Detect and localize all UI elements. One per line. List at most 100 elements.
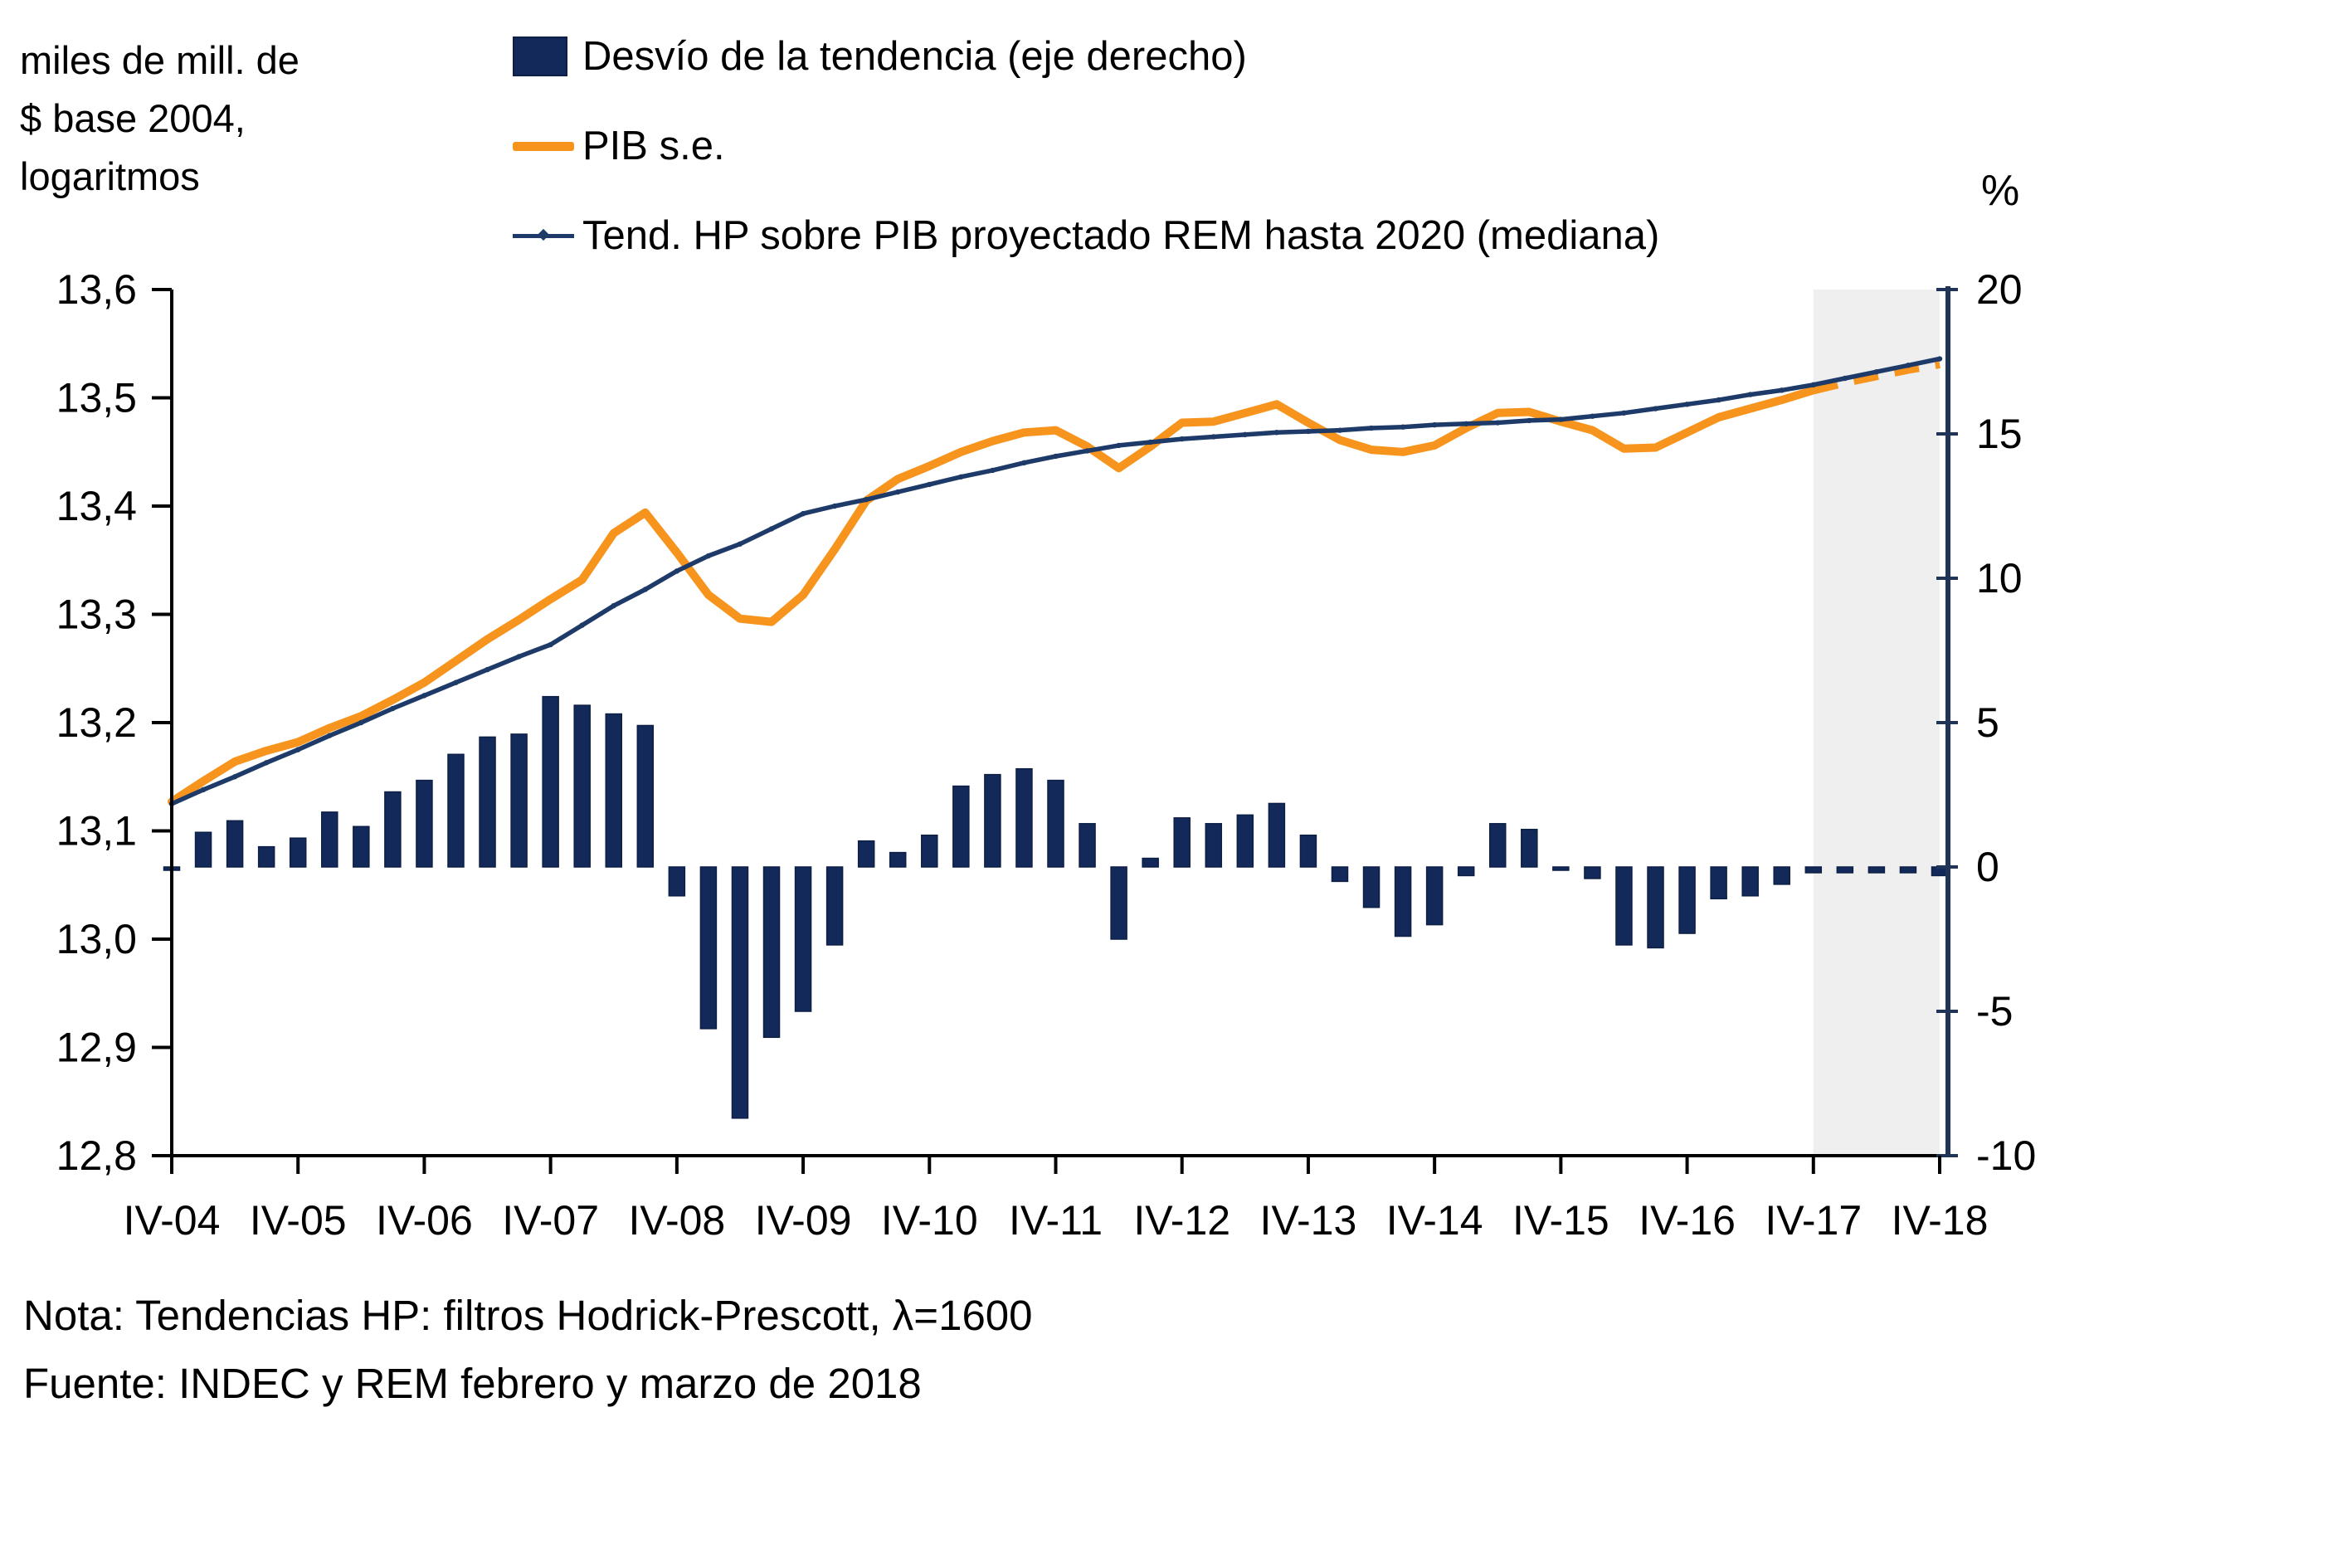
trend-line-marker [1810,382,1816,388]
left-axis-tick-label: 13,3 [56,592,137,638]
trend-line-marker [327,733,333,738]
trend-line-marker [485,666,490,673]
left-axis-title: miles de mill. de $ base 2004, logaritmo… [20,32,299,206]
right-axis-tick-label: -5 [1976,988,2013,1035]
x-axis-tick-label: IV-11 [1009,1197,1103,1244]
right-axis-tick-label: 10 [1976,555,2023,601]
trend-line-marker [1179,436,1185,442]
trend-line-marker [927,481,933,488]
x-axis-tick-label: IV-16 [1639,1197,1736,1244]
deviation-bar [542,695,559,868]
deviation-bar [825,866,844,946]
trend-line-marker [1905,363,1911,368]
deviation-bar [1647,866,1664,949]
deviation-bar [289,837,307,868]
trend-line-marker [295,747,301,752]
legend: Desvío de la tendencia (eje derecho) PIB… [513,33,1659,302]
trend-line-marker [1621,410,1627,416]
trend-line-marker [1747,392,1753,397]
right-axis-tick-label: -10 [1976,1132,2036,1179]
footnotes: Nota: Tendencias HP: filtros Hodrick-Pre… [23,1282,1033,1418]
trend-line-marker [548,641,553,648]
trend-line-marker [990,467,996,474]
deviation-bar [1584,866,1601,879]
trend-line-marker [200,786,207,793]
x-axis-tick-label: IV-09 [755,1197,852,1244]
trend-line-marker [231,774,238,780]
deviation-bar [1521,829,1538,868]
deviation-bar [1236,814,1254,868]
deviation-bar [1552,866,1570,871]
trend-line-marker [1116,442,1122,449]
x-axis-tick-label: IV-05 [250,1197,347,1244]
x-axis-tick-label: IV-17 [1765,1197,1862,1244]
trend-line-marker [1684,402,1690,407]
deviation-bar [984,773,1001,868]
deviation-bar [794,866,812,1012]
deviation-bar [1299,834,1317,868]
trend-line-marker [831,503,838,509]
legend-item-pib: PIB s.e. [513,123,1659,169]
legend-label-trend: Tend. HP sobre PIB proyectado REM hasta … [582,213,1660,258]
trend-line-swatch-icon [513,228,574,241]
deviation-bar [1331,866,1349,883]
deviation-bar [416,779,433,868]
trend-line-marker [1527,417,1532,424]
deviation-bar [1268,802,1286,868]
trend-line-marker [1400,424,1406,430]
trend-line-marker [1558,416,1564,422]
right-axis-tick-label: 20 [1976,266,2023,313]
x-axis-tick-label: IV-14 [1386,1197,1483,1244]
x-axis-tick-label: IV-10 [881,1197,978,1244]
trend-line-marker [1653,406,1658,411]
trend-line-marker [1021,460,1027,465]
left-axis-tick-label: 12,9 [56,1025,137,1071]
left-axis-tick-label: 13,2 [56,699,137,746]
left-axis-tick-label: 13,6 [56,266,137,313]
pib-line-solid [168,386,1818,806]
legend-item-deviation: Desvío de la tendencia (eje derecho) [513,33,1659,80]
trend-line-marker [1779,387,1785,393]
deviation-bar [510,733,528,868]
deviation-bar [1394,866,1412,937]
trend-line-marker [390,705,396,712]
deviation-bar [952,785,970,868]
source-line: Fuente: INDEC y REM febrero y marzo de 2… [23,1360,922,1407]
trend-line-marker [579,622,585,628]
trend-line-marker [1936,356,1943,362]
deviation-bar [194,831,212,868]
deviation-bar [1425,866,1444,926]
x-axis-tick-label: IV-12 [1133,1197,1230,1244]
deviation-bar [1836,866,1854,874]
deviation-bar [668,866,686,897]
deviation-bar [353,825,370,868]
deviation-bar [1615,866,1633,946]
trend-line-marker [1337,427,1343,433]
trend-line-marker [1242,431,1249,438]
trend-line-marker [1873,368,1880,375]
trend-line-marker [1590,413,1595,419]
right-axis-tick-label: 15 [1976,411,2023,457]
trend-line-marker [705,553,712,559]
deviation-bar [1899,866,1917,874]
trend-line-marker [1084,448,1090,454]
deviation-bar [699,866,718,1030]
deviation-bar [226,820,244,868]
right-axis-unit-label: % [1981,167,2020,215]
deviation-bar [321,811,338,868]
right-axis-tick-label: 0 [1976,844,1999,890]
trend-line-marker [642,587,649,592]
trend-line-marker [674,568,680,574]
deviation-bar [1173,817,1191,868]
trend-line-marker [1368,425,1375,431]
deviation-bar [1804,866,1823,874]
deviation-bar [1741,866,1759,897]
trend-line [170,356,1941,806]
deviation-bar [889,851,907,868]
deviation-bar [1710,866,1727,900]
deviation-bar [731,866,749,1119]
trend-line-marker [1431,421,1438,428]
deviation-bar [1047,779,1064,868]
deviation-bar [1678,866,1696,934]
